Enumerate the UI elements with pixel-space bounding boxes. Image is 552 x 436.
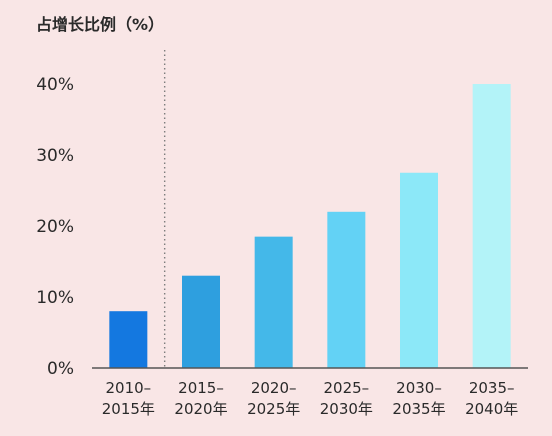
x-tick-label: 2035– (469, 379, 515, 397)
y-tick-label: 30% (36, 146, 74, 166)
y-tick-label: 10% (36, 288, 74, 308)
x-tick-label: 2020– (251, 379, 297, 397)
y-tick-label: 0% (47, 359, 74, 379)
bar (472, 84, 511, 368)
bar (327, 211, 366, 368)
x-tick-label: 2035年 (392, 400, 445, 418)
x-tick-label: 2025年 (247, 400, 300, 418)
x-tick-label: 2015年 (102, 400, 155, 418)
x-tick-label: 2025– (323, 379, 369, 397)
y-tick-label: 40% (36, 75, 74, 95)
x-tick-label: 2030年 (320, 400, 373, 418)
x-tick-label: 2040年 (465, 400, 518, 418)
y-tick-label: 20% (36, 217, 74, 237)
x-tick-label: 2015– (178, 379, 224, 397)
y-axis-ticks: 0% 10% 20% 30% 40% (36, 75, 74, 379)
y-axis-title: 占增长比例（%） (36, 15, 164, 34)
x-tick-label: 2030– (396, 379, 442, 397)
bar (182, 275, 220, 368)
bar (400, 172, 438, 368)
bar (109, 311, 148, 368)
x-axis-labels: 2010– 2015年 2015– 2020年 2020– 2025年 2025– 2030年… (102, 379, 519, 418)
x-tick-label: 2010– (105, 379, 151, 397)
x-tick-label: 2020年 (174, 400, 227, 418)
bar (254, 236, 293, 368)
bars-group (109, 84, 511, 368)
